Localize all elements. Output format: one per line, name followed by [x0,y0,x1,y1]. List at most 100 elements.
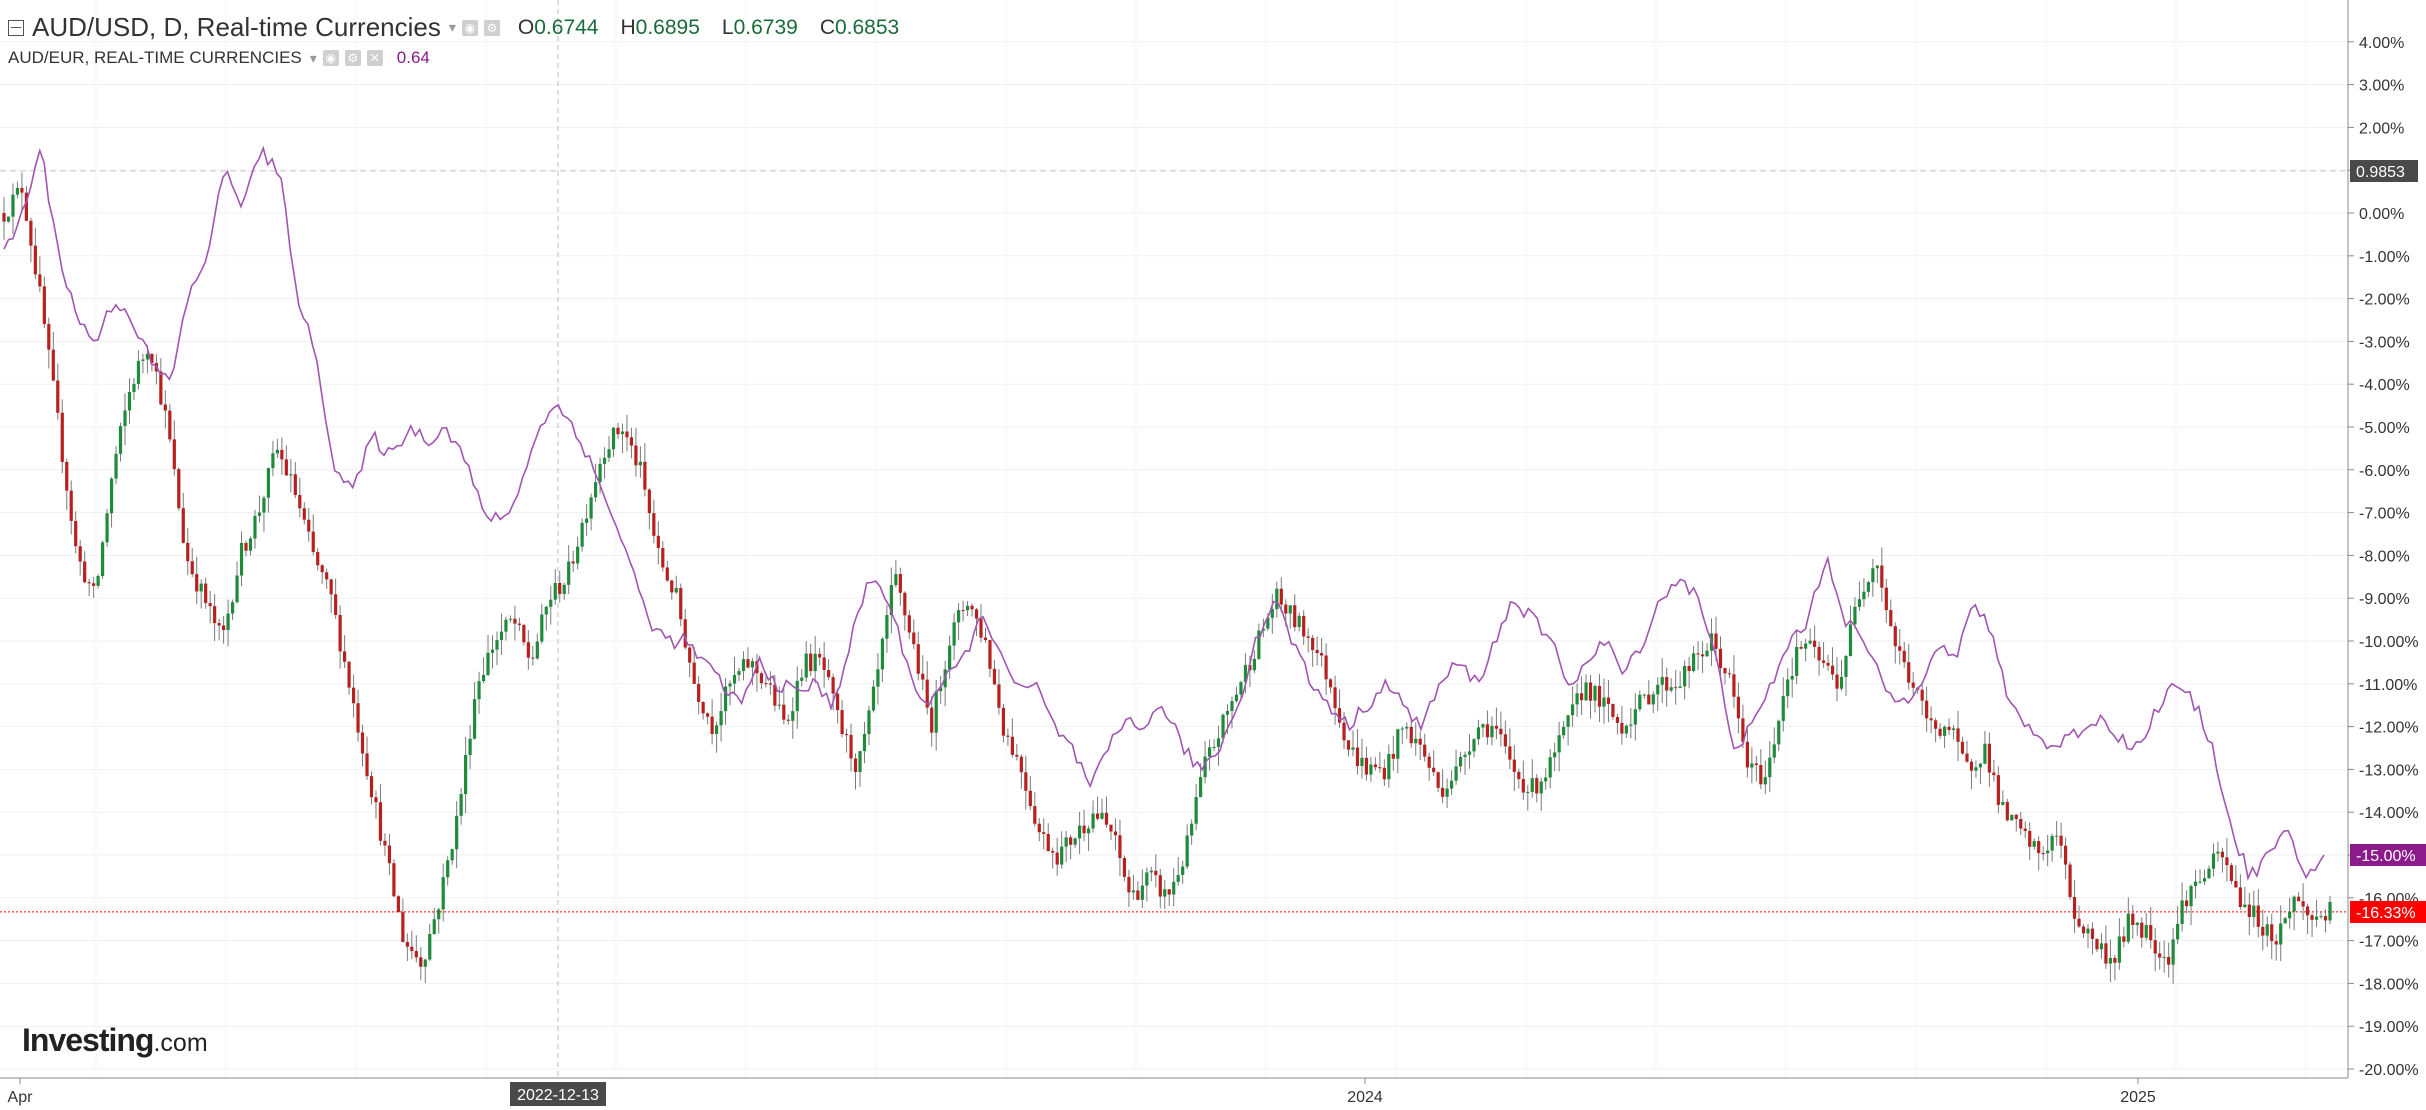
candle-body [957,610,961,623]
candle-body [2328,901,2332,921]
candle-body [405,941,409,947]
time-axis[interactable]: Apr 2024 2025 [8,1078,2156,1106]
candle-body [585,518,589,523]
candle-body [2202,878,2207,882]
candle-body [1714,633,1718,649]
candle-body [114,453,118,479]
candle-body [51,349,55,381]
candle-body [1898,646,1902,651]
candle-body [1019,756,1023,773]
candle-body [1687,665,1691,672]
candle-body [2095,938,2099,950]
candle-body [6,216,11,222]
candle-body [571,561,575,564]
candle-body [248,538,253,551]
candle-body [1651,694,1655,705]
candle-body [1669,687,1673,691]
candle-body [1535,778,1539,794]
candle-body [428,934,432,960]
candle-body [1579,693,1584,701]
candle-body [894,574,898,586]
candle-body [1172,881,1176,895]
candle-body [293,474,297,496]
candle-body [1548,757,1552,778]
candle-body [930,707,934,733]
close-icon[interactable]: ✕ [366,50,383,66]
compare-symbol-label[interactable]: AUD/EUR, REAL-TIME CURRENCIES [8,48,302,67]
candle-body [1351,747,1355,750]
candle-body [822,657,826,670]
candle-body [481,674,486,682]
candle-body [1893,626,1897,647]
y-tick-label: 2.00% [2359,120,2404,137]
candle-body [813,653,817,672]
eye-icon[interactable]: ◉ [461,19,478,36]
eye-icon[interactable]: ◉ [322,50,339,66]
candle-body [266,468,271,498]
candle-body [2265,924,2269,936]
candle-body [858,751,862,772]
last-price-label: -16.33% [2356,905,2416,922]
candle-body [965,605,970,611]
candle-body [553,582,557,600]
candle-body [750,661,755,668]
candle-body [369,776,374,798]
candle-body [1042,832,1046,834]
candle-body [952,622,956,646]
candle-body [1055,852,1059,865]
candle-body [1969,761,1974,771]
y-tick-label: -6.00% [2359,463,2410,480]
candle-body [1378,767,1382,769]
ohlc-values: O0.6744 H0.6895 L0.6739 C0.6853 [518,16,899,40]
candle-body [2090,928,2095,939]
collapse-icon[interactable] [8,19,24,36]
candle-body [2019,819,2023,829]
gear-icon[interactable]: ⚙ [483,19,500,36]
candle-body [1095,813,1100,819]
candle-body [629,437,634,446]
candle-body [1091,813,1095,829]
chevron-down-icon[interactable]: ▾ [309,49,317,66]
candle-body [450,849,454,861]
candle-body [1337,708,1342,723]
candle-body [1804,643,1808,649]
candle-body [1409,726,1413,744]
candle-body [1284,604,1288,614]
candle-body [1069,837,1073,845]
candle-body [558,582,562,594]
candle-body [782,704,786,720]
chevron-down-icon[interactable]: ▾ [448,19,456,35]
candle-body [15,187,20,195]
candle-body [867,710,871,735]
candle-body [1212,746,1216,748]
candle-body [1176,874,1180,882]
plot-area[interactable] [0,0,2348,1078]
candle-body [2068,864,2072,897]
compare-line [3,145,2325,881]
candle-body [1907,662,1911,683]
gear-icon[interactable]: ⚙ [344,50,361,66]
candle-body [1364,757,1369,775]
candle-body [150,353,154,363]
candle-body [1880,565,1884,588]
candle-body [325,572,329,580]
candle-body [1373,764,1377,768]
candle-body [827,669,831,678]
candle-body [2256,905,2260,927]
candle-body [903,592,907,616]
candle-body [235,575,239,603]
candle-body [1768,757,1772,778]
candle-body [1615,716,1620,723]
candle-body [401,912,405,942]
close-key: C [819,15,835,39]
candle-body [1449,780,1454,789]
candle-body [710,716,714,734]
candle-body [1808,640,1812,644]
candle-body [764,683,768,685]
candle-body [1243,664,1248,683]
main-symbol-label[interactable]: AUD/USD, D, Real-time Currencies [32,12,441,42]
candle-body [320,565,324,573]
candle-body [912,632,916,645]
candle-body [2216,851,2220,854]
